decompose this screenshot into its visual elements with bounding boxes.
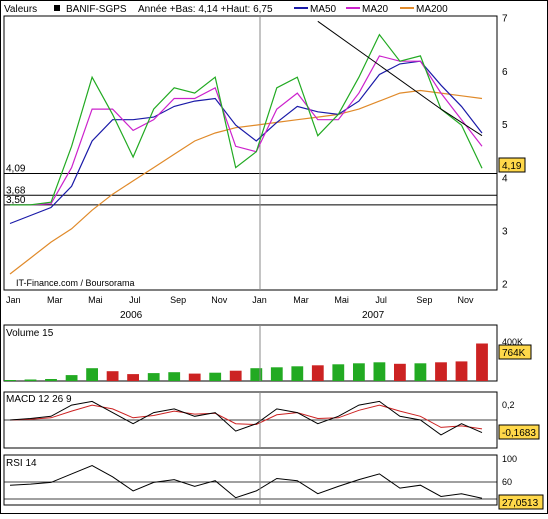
y-tick-label: 2	[502, 280, 508, 291]
legend-ma20-label: MA20	[362, 4, 389, 15]
volume-bar	[332, 364, 345, 381]
rsi-title: RSI 14	[6, 458, 37, 469]
support-label-4-09: 4,09	[6, 163, 26, 174]
macd-tag-box	[498, 424, 540, 440]
volume-bar	[4, 380, 16, 381]
volume-bar	[435, 362, 447, 381]
y-tick-label: 4	[502, 173, 508, 184]
trend-line	[317, 20, 483, 137]
x-tick-label: Nov	[457, 295, 474, 305]
macd-line	[9, 400, 483, 436]
price-line	[10, 33, 483, 206]
range-text: Année +Bas: 4,14 +Haut: 6,75	[138, 4, 273, 15]
volume-bar	[250, 368, 263, 381]
volume-bar	[127, 374, 139, 381]
volume-bar	[476, 343, 488, 381]
symbol-marker-icon	[54, 5, 60, 11]
rsi-tag: 27,0513	[502, 498, 539, 509]
legend-ma200-label: MA200	[416, 4, 448, 15]
volume-bar	[24, 379, 37, 381]
support-label-3-68: 3,68	[6, 185, 26, 196]
volume-bar	[147, 373, 160, 381]
volume-bar	[455, 361, 468, 381]
price-tag-box	[498, 157, 526, 173]
rsi-y-tick-60: 60	[502, 477, 512, 487]
rsi-y-tick-100: 100	[502, 454, 517, 464]
y-tick-label: 6	[502, 67, 508, 78]
rsi-panel-frame	[3, 454, 498, 506]
macd-tag: -0,1683	[502, 428, 536, 439]
volume-y-tick: 400K	[502, 337, 523, 347]
macd-y-tick: 0,2	[502, 400, 515, 410]
volume-tag: 764K	[502, 348, 526, 359]
rsi-tag-box	[498, 494, 544, 510]
ma50-line	[9, 60, 483, 225]
ma200-line	[9, 89, 483, 275]
volume-title: Volume 15	[6, 328, 54, 339]
volume-bar	[353, 363, 365, 381]
volume-bar	[229, 370, 242, 381]
symbol-label: BANIF-SGPS	[66, 4, 127, 15]
volume-bar	[270, 367, 283, 381]
x-tick-label: Jan	[6, 295, 21, 305]
price-tag: 4,19	[502, 161, 522, 172]
volume-bar	[291, 366, 304, 381]
y-tick-label: 5	[502, 120, 508, 131]
y-tick-label: 7	[502, 14, 508, 25]
volume-bar	[106, 371, 119, 381]
legend-ma50-label: MA50	[310, 4, 337, 15]
x-tick-label: Mar	[293, 295, 309, 305]
volume-bar	[188, 373, 201, 381]
volume-bar	[86, 368, 98, 381]
ma20-line	[10, 55, 483, 206]
year-label-2007: 2007	[362, 310, 385, 321]
volume-bar	[168, 372, 181, 381]
credit-text: IT-Finance.com / Boursorama	[16, 278, 135, 288]
macd-signal-line	[9, 404, 483, 430]
x-tick-label: Sep	[416, 295, 432, 305]
volume-bar	[373, 362, 386, 381]
year-label-2006: 2006	[120, 310, 143, 321]
x-tick-label: Mar	[47, 295, 63, 305]
x-tick-label: Jul	[375, 295, 387, 305]
volume-bar	[311, 365, 324, 381]
x-tick-label: Mai	[334, 295, 349, 305]
volume-tag-box	[498, 344, 532, 360]
x-tick-label: Nov	[211, 295, 228, 305]
volume-bar	[45, 379, 57, 381]
macd-title: MACD 12 26 9	[6, 394, 72, 405]
x-axis: Jan Mar Mai Jul Sep Nov Jan Mar Mai Jul …	[6, 295, 474, 321]
x-tick-label: Sep	[170, 295, 186, 305]
volume-bar	[209, 372, 222, 381]
y-tick-label: 3	[502, 226, 508, 237]
price-panel-frame	[3, 15, 498, 291]
volume-bar	[65, 375, 78, 381]
volume-bar	[414, 363, 427, 381]
valeurs-label: Valeurs	[4, 4, 37, 15]
price-y-axis: 2 3 4 5 6 7	[502, 14, 508, 291]
rsi-line	[9, 464, 483, 499]
x-tick-label: Mai	[88, 295, 103, 305]
volume-bars	[4, 343, 488, 381]
volume-bar	[394, 363, 406, 381]
x-tick-label: Jul	[129, 295, 141, 305]
x-tick-label: Jan	[252, 295, 267, 305]
support-label-3-50: 3,50	[6, 195, 26, 206]
